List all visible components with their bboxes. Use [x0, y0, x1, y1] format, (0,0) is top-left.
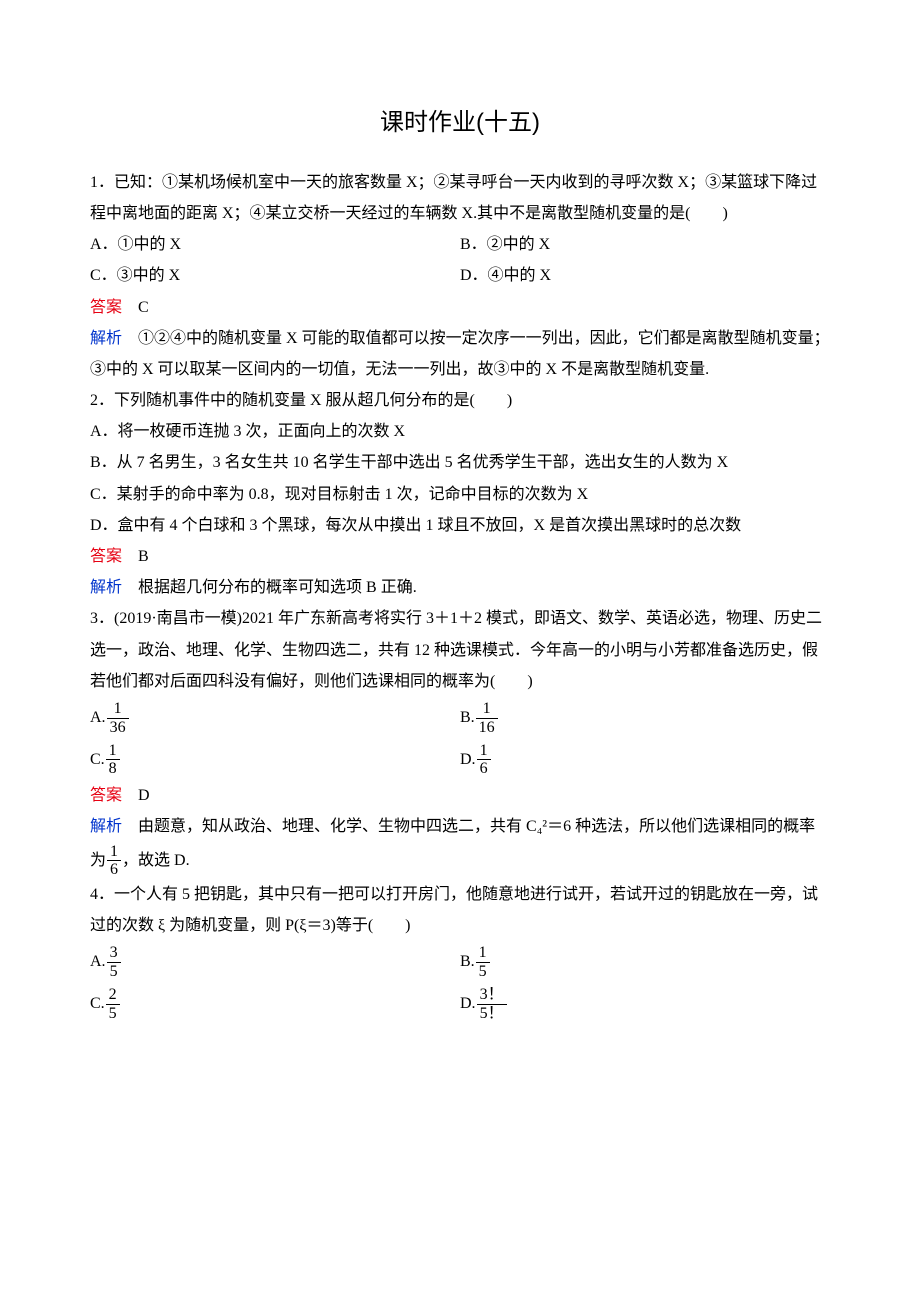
q1-explain-line: 解析 ①②④中的随机变量 X 可能的取值都可以按一定次序一一列出，因此，它们都是…	[90, 323, 830, 385]
q3-explain-line: 解析 由题意，知从政治、地理、化学、生物中四选二，共有 C₄²＝6 种选法，所以…	[90, 811, 830, 878]
page-title: 课时作业(十五)	[90, 100, 830, 147]
fraction: 15	[476, 944, 490, 980]
q3-explain-num: 1	[107, 843, 121, 862]
q3-optA: A.136	[90, 697, 460, 739]
q4-optD: D.3！5！	[460, 983, 830, 1025]
fraction: 16	[477, 742, 491, 778]
q1-answer: C	[138, 299, 149, 316]
q4-optD-prefix: D.	[460, 995, 476, 1012]
answer-label: 答案	[90, 299, 122, 316]
q3-optB-prefix: B.	[460, 709, 475, 726]
q3-explain2: ，故选 D.	[122, 851, 190, 868]
explain-label: 解析	[90, 579, 122, 596]
fraction: 25	[106, 986, 120, 1022]
q4-optB-num: 1	[476, 944, 490, 963]
q3-optA-prefix: A.	[90, 709, 106, 726]
answer-label: 答案	[90, 548, 122, 565]
q4-optA: A.35	[90, 941, 460, 983]
explain-label: 解析	[90, 818, 122, 835]
q4-stem: 4．一个人有 5 把钥匙，其中只有一把可以打开房门，他随意地进行试开，若试开过的…	[90, 879, 830, 941]
q4-optA-prefix: A.	[90, 953, 106, 970]
q3-explain-den: 6	[107, 861, 121, 879]
q2-optB: B．从 7 名男生，3 名女生共 10 名学生干部中选出 5 名优秀学生干部，选…	[90, 447, 830, 478]
q3-answer: D	[138, 787, 150, 804]
q1-options-row2: C．③中的 X D．④中的 X	[90, 260, 830, 291]
q3-optA-den: 36	[107, 719, 129, 737]
q2-explain-line: 解析 根据超几何分布的概率可知选项 B 正确.	[90, 572, 830, 603]
q3-options-row1: A.136 B.116	[90, 697, 830, 739]
q3-optD-prefix: D.	[460, 751, 476, 768]
q1-explain: ①②④中的随机变量 X 可能的取值都可以按一定次序一一列出，因此，它们都是离散型…	[90, 330, 830, 378]
q4-optB-den: 5	[476, 963, 490, 981]
q3-options-row2: C.18 D.16	[90, 739, 830, 781]
fraction: 18	[106, 742, 120, 778]
q4-optB-prefix: B.	[460, 953, 475, 970]
q1-stem: 1．已知：①某机场候机室中一天的旅客数量 X；②某寻呼台一天内收到的寻呼次数 X…	[90, 167, 830, 229]
q4-optA-num: 3	[107, 944, 121, 963]
q4-optA-den: 5	[107, 963, 121, 981]
q3-optD-den: 6	[477, 760, 491, 778]
q4-optC-num: 2	[106, 986, 120, 1005]
answer-label: 答案	[90, 787, 122, 804]
fraction: 116	[476, 700, 498, 736]
q1-optC: C．③中的 X	[90, 260, 460, 291]
q3-explain1: 由题意，知从政治、地理、化学、生物中四选二，共有 C₄²＝6 种选法，所以他们选…	[90, 818, 815, 868]
q4-optC-prefix: C.	[90, 995, 105, 1012]
fraction: 35	[107, 944, 121, 980]
q3-optB-num: 1	[476, 700, 498, 719]
q1-optA: A．①中的 X	[90, 229, 460, 260]
q3-stem: 3．(2019·南昌市一模)2021 年广东新高考将实行 3＋1＋2 模式，即语…	[90, 603, 830, 697]
fraction: 16	[107, 843, 121, 879]
q2-answer-line: 答案 B	[90, 541, 830, 572]
q3-optB: B.116	[460, 697, 830, 739]
q2-optC: C．某射手的命中率为 0.8，现对目标射击 1 次，记命中目标的次数为 X	[90, 479, 830, 510]
q3-optB-den: 16	[476, 719, 498, 737]
q2-optA: A．将一枚硬币连抛 3 次，正面向上的次数 X	[90, 416, 830, 447]
q4-options-row2: C.25 D.3！5！	[90, 983, 830, 1025]
q2-explain: 根据超几何分布的概率可知选项 B 正确.	[138, 579, 417, 596]
q4-optB: B.15	[460, 941, 830, 983]
q4-options-row1: A.35 B.15	[90, 941, 830, 983]
q1-optB: B．②中的 X	[460, 229, 830, 260]
q2-optD: D．盒中有 4 个白球和 3 个黑球，每次从中摸出 1 球且不放回，X 是首次摸…	[90, 510, 830, 541]
fraction: 136	[107, 700, 129, 736]
q4-optD-den: 5！	[477, 1005, 507, 1023]
q1-optD: D．④中的 X	[460, 260, 830, 291]
page-container: 课时作业(十五) 1．已知：①某机场候机室中一天的旅客数量 X；②某寻呼台一天内…	[0, 0, 920, 1084]
q3-optA-num: 1	[107, 700, 129, 719]
q3-optD-num: 1	[477, 742, 491, 761]
q3-answer-line: 答案 D	[90, 780, 830, 811]
q4-optC-den: 5	[106, 1005, 120, 1023]
q1-answer-line: 答案 C	[90, 292, 830, 323]
q4-optC: C.25	[90, 983, 460, 1025]
q3-optD: D.16	[460, 739, 830, 781]
fraction: 3！5！	[477, 986, 507, 1022]
q4-optD-num: 3！	[477, 986, 507, 1005]
q1-options-row1: A．①中的 X B．②中的 X	[90, 229, 830, 260]
q3-optC: C.18	[90, 739, 460, 781]
q2-answer: B	[138, 548, 149, 565]
q3-optC-den: 8	[106, 760, 120, 778]
q3-optC-num: 1	[106, 742, 120, 761]
q3-optC-prefix: C.	[90, 751, 105, 768]
q2-stem: 2．下列随机事件中的随机变量 X 服从超几何分布的是( )	[90, 385, 830, 416]
explain-label: 解析	[90, 330, 122, 347]
